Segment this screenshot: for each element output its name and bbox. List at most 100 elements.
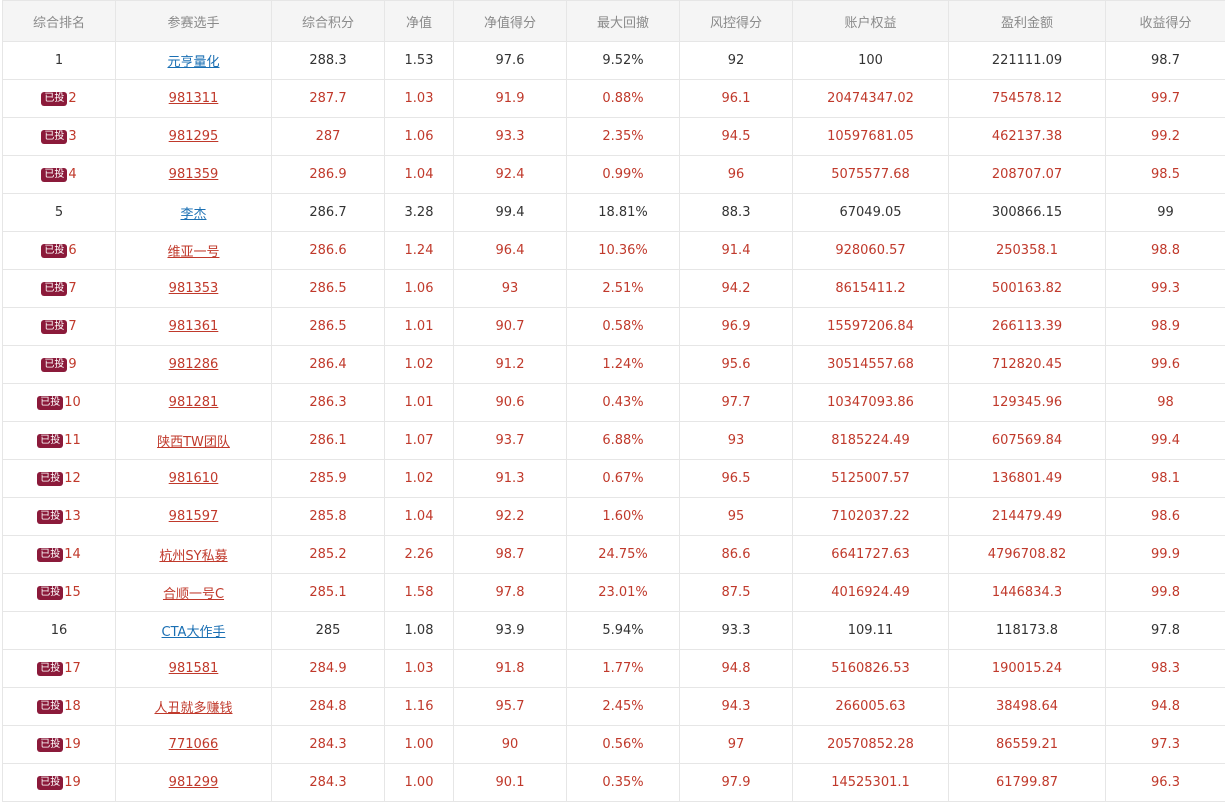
player-link[interactable]: 981353 [168, 281, 219, 296]
net-value-cell: 1.00 [384, 725, 454, 764]
net-value-score-cell: 91.3 [453, 459, 567, 498]
net-value-score-cell: 90.7 [453, 307, 567, 346]
table-row: 已投 13 981597 285.8 1.04 92.2 1.60% 95 7102037.22… [2, 497, 1225, 536]
total-score-cell: 285.2 [271, 535, 385, 574]
net-value-cell: 1.53 [384, 41, 454, 80]
rank-cell: 已投 6 [2, 231, 116, 270]
player-link[interactable]: 杭州SY私募 [159, 549, 228, 564]
player-link[interactable]: 981610 [168, 471, 219, 486]
net-value-cell: 1.01 [384, 383, 454, 422]
player-link[interactable]: 981311 [168, 91, 219, 106]
risk-score-cell: 94.5 [679, 117, 793, 156]
net-value-score-cell: 90.6 [453, 383, 567, 422]
player-link[interactable]: CTA大作手 [161, 625, 226, 640]
player-cell: 981353 [115, 269, 272, 308]
rank-cell: 已投 18 [2, 687, 116, 726]
return-score-cell: 98.5 [1105, 155, 1225, 194]
table-row: 已投 3 981295 287 1.06 93.3 2.35% 94.5 10597681.05… [2, 117, 1225, 156]
net-value-cell: 1.06 [384, 117, 454, 156]
invested-badge: 已投 [37, 548, 64, 562]
net-value-score-cell: 95.7 [453, 687, 567, 726]
account-equity-cell: 67049.05 [792, 193, 949, 232]
player-link[interactable]: 维亚一号 [167, 245, 220, 260]
player-link[interactable]: 陕西TW团队 [157, 435, 230, 450]
rank-cell: 已投 7 [2, 269, 116, 308]
account-equity-cell: 14525301.1 [792, 763, 949, 802]
account-equity-cell: 266005.63 [792, 687, 949, 726]
account-equity-cell: 6641727.63 [792, 535, 949, 574]
player-link[interactable]: 元亨量化 [167, 55, 220, 70]
max-drawdown-cell: 0.88% [566, 79, 680, 118]
table-row: 16 CTA大作手 285 1.08 93.9 5.94% 93.3 109.11 118173… [2, 611, 1225, 650]
max-drawdown-cell: 2.51% [566, 269, 680, 308]
return-score-cell: 99.9 [1105, 535, 1225, 574]
profit-amount-cell: 208707.07 [948, 155, 1106, 194]
table-row: 已投 9 981286 286.4 1.02 91.2 1.24% 95.6 30514557.… [2, 345, 1225, 384]
rank-cell: 1 [2, 41, 116, 80]
header-profit-amount[interactable]: 盈利金额 [948, 0, 1106, 42]
rank-cell: 已投 4 [2, 155, 116, 194]
risk-score-cell: 97.9 [679, 763, 793, 802]
player-cell: 981311 [115, 79, 272, 118]
net-value-cell: 1.07 [384, 421, 454, 460]
player-link[interactable]: 771066 [168, 737, 219, 752]
total-score-cell: 286.5 [271, 269, 385, 308]
max-drawdown-cell: 2.35% [566, 117, 680, 156]
risk-score-cell: 95.6 [679, 345, 793, 384]
player-link[interactable]: 人丑就多赚钱 [154, 701, 233, 716]
max-drawdown-cell: 0.99% [566, 155, 680, 194]
header-max-drawdown[interactable]: 最大回撤 [566, 0, 680, 42]
invested-badge: 已投 [37, 700, 64, 714]
player-link[interactable]: 981295 [168, 129, 219, 144]
header-account-equity[interactable]: 账户权益 [792, 0, 949, 42]
net-value-score-cell: 92.2 [453, 497, 567, 536]
rank-cell: 已投 17 [2, 649, 116, 688]
rank-number: 7 [68, 319, 77, 334]
account-equity-cell: 100 [792, 41, 949, 80]
net-value-cell: 3.28 [384, 193, 454, 232]
rank-number: 9 [68, 357, 77, 372]
player-cell: 维亚一号 [115, 231, 272, 270]
rank-cell: 5 [2, 193, 116, 232]
total-score-cell: 286.1 [271, 421, 385, 460]
header-total-score[interactable]: 综合积分 [271, 0, 385, 42]
player-link[interactable]: 合顺一号C [162, 587, 225, 602]
header-return-score[interactable]: 收益得分 [1105, 0, 1225, 42]
net-value-score-cell: 90.1 [453, 763, 567, 802]
player-cell: 981610 [115, 459, 272, 498]
profit-amount-cell: 1446834.3 [948, 573, 1106, 612]
player-link[interactable]: 981359 [168, 167, 219, 182]
header-rank[interactable]: 综合排名 [2, 0, 116, 42]
player-link[interactable]: 981361 [168, 319, 219, 334]
player-cell: 981299 [115, 763, 272, 802]
invested-badge: 已投 [37, 434, 64, 448]
net-value-cell: 1.16 [384, 687, 454, 726]
player-link[interactable]: 981299 [168, 775, 219, 790]
rank-number: 1 [54, 53, 64, 68]
player-link[interactable]: 981286 [168, 357, 219, 372]
header-player[interactable]: 参赛选手 [115, 0, 272, 42]
player-cell: 981597 [115, 497, 272, 536]
net-value-cell: 1.58 [384, 573, 454, 612]
table-row: 已投 4 981359 286.9 1.04 92.4 0.99% 96 5075577.68 2… [2, 155, 1225, 194]
header-net-value[interactable]: 净值 [384, 0, 454, 42]
risk-score-cell: 96.5 [679, 459, 793, 498]
profit-amount-cell: 129345.96 [948, 383, 1106, 422]
total-score-cell: 284.3 [271, 725, 385, 764]
net-value-score-cell: 90 [453, 725, 567, 764]
player-link[interactable]: 981281 [168, 395, 219, 410]
total-score-cell: 286.3 [271, 383, 385, 422]
total-score-cell: 284.3 [271, 763, 385, 802]
max-drawdown-cell: 9.52% [566, 41, 680, 80]
profit-amount-cell: 607569.84 [948, 421, 1106, 460]
player-cell: 合顺一号C [115, 573, 272, 612]
player-link[interactable]: 981581 [168, 661, 219, 676]
player-link[interactable]: 981597 [168, 509, 219, 524]
player-cell: 981359 [115, 155, 272, 194]
net-value-cell: 1.02 [384, 345, 454, 384]
header-net-value-score[interactable]: 净值得分 [453, 0, 567, 42]
header-risk-score[interactable]: 风控得分 [679, 0, 793, 42]
invested-badge: 已投 [37, 586, 64, 600]
player-link[interactable]: 李杰 [180, 207, 207, 222]
account-equity-cell: 109.11 [792, 611, 949, 650]
